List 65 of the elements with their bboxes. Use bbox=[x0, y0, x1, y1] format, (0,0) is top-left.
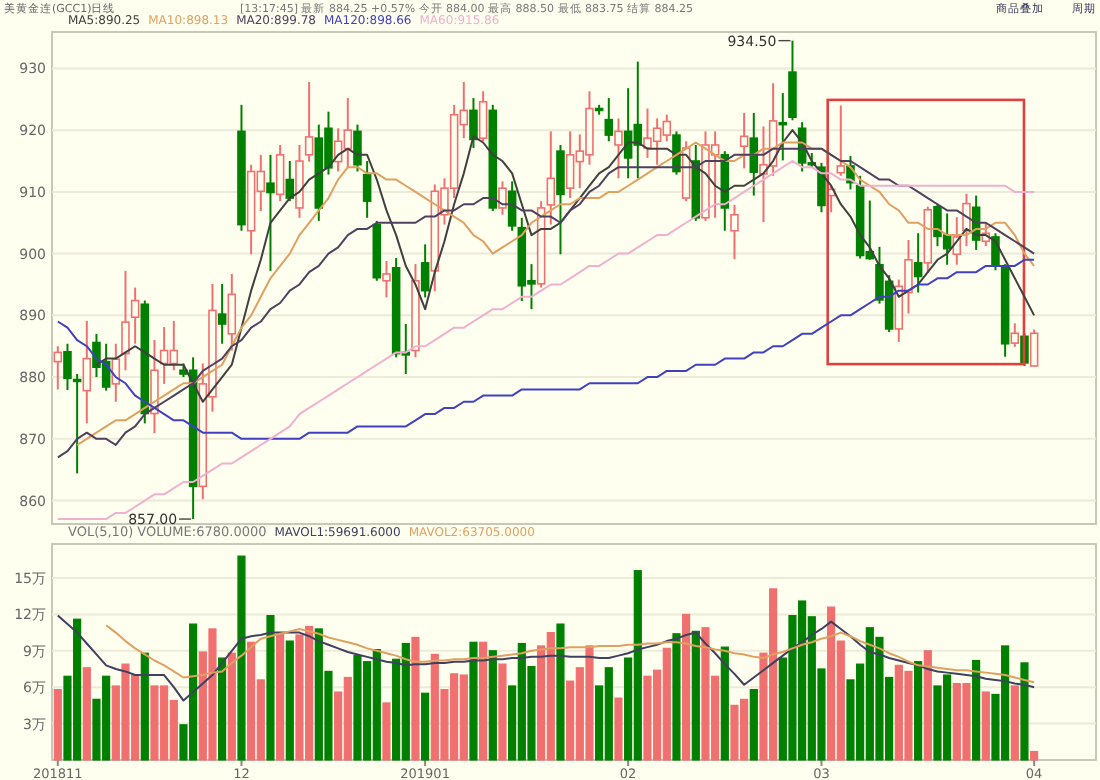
candlestick bbox=[478, 90, 488, 143]
candlestick bbox=[266, 153, 275, 272]
bar bbox=[382, 702, 391, 761]
candlestick bbox=[130, 286, 140, 345]
bar bbox=[682, 613, 691, 761]
bar bbox=[140, 652, 149, 761]
bar bbox=[479, 641, 488, 761]
bar bbox=[981, 691, 990, 761]
candlestick bbox=[217, 282, 227, 345]
bar bbox=[266, 615, 275, 761]
bar bbox=[691, 630, 700, 761]
candlestick bbox=[498, 180, 507, 216]
candlestick bbox=[295, 143, 304, 219]
bar bbox=[923, 650, 932, 761]
candlestick bbox=[730, 203, 739, 261]
bar bbox=[1020, 662, 1029, 761]
candlestick bbox=[275, 143, 285, 203]
candlestick bbox=[150, 339, 159, 435]
bar bbox=[411, 636, 420, 761]
candlestick bbox=[788, 39, 797, 122]
bar bbox=[218, 657, 227, 761]
bar bbox=[237, 555, 246, 761]
candlestick bbox=[362, 160, 372, 219]
bar bbox=[53, 689, 62, 761]
bar bbox=[972, 659, 981, 761]
bar bbox=[469, 641, 478, 761]
candlestick bbox=[962, 192, 971, 248]
candlestick bbox=[420, 243, 430, 299]
candlestick bbox=[469, 97, 478, 150]
bar bbox=[720, 646, 729, 761]
bar bbox=[1030, 750, 1039, 761]
candlestick bbox=[739, 111, 749, 170]
bar bbox=[672, 633, 681, 761]
bar bbox=[914, 661, 923, 761]
line-series bbox=[56, 160, 1036, 521]
bar bbox=[614, 697, 623, 761]
candlestick bbox=[353, 123, 362, 173]
bar bbox=[556, 623, 565, 761]
candlestick bbox=[1029, 328, 1039, 367]
bar bbox=[749, 689, 758, 761]
candlestick bbox=[604, 97, 614, 143]
bar bbox=[488, 650, 497, 761]
candlestick bbox=[546, 130, 556, 226]
bar bbox=[421, 692, 430, 761]
bar bbox=[82, 667, 91, 761]
bar bbox=[1010, 685, 1019, 761]
candlestick bbox=[507, 180, 517, 232]
candlestick bbox=[382, 260, 391, 299]
bar bbox=[498, 663, 507, 761]
candlestick bbox=[836, 104, 846, 177]
candlestick bbox=[817, 161, 826, 214]
bar bbox=[276, 633, 285, 761]
candlestick bbox=[556, 143, 565, 256]
line-series bbox=[105, 624, 1036, 684]
candlestick bbox=[304, 81, 314, 163]
line-series bbox=[56, 614, 1036, 702]
candlestick bbox=[121, 269, 130, 372]
candlestick bbox=[82, 319, 92, 425]
candlestick bbox=[63, 342, 72, 392]
candlestick bbox=[913, 232, 923, 294]
candlestick bbox=[1010, 322, 1020, 348]
candlestick bbox=[614, 117, 623, 180]
bar bbox=[227, 652, 236, 761]
bar bbox=[285, 640, 294, 761]
candlestick bbox=[227, 272, 237, 352]
